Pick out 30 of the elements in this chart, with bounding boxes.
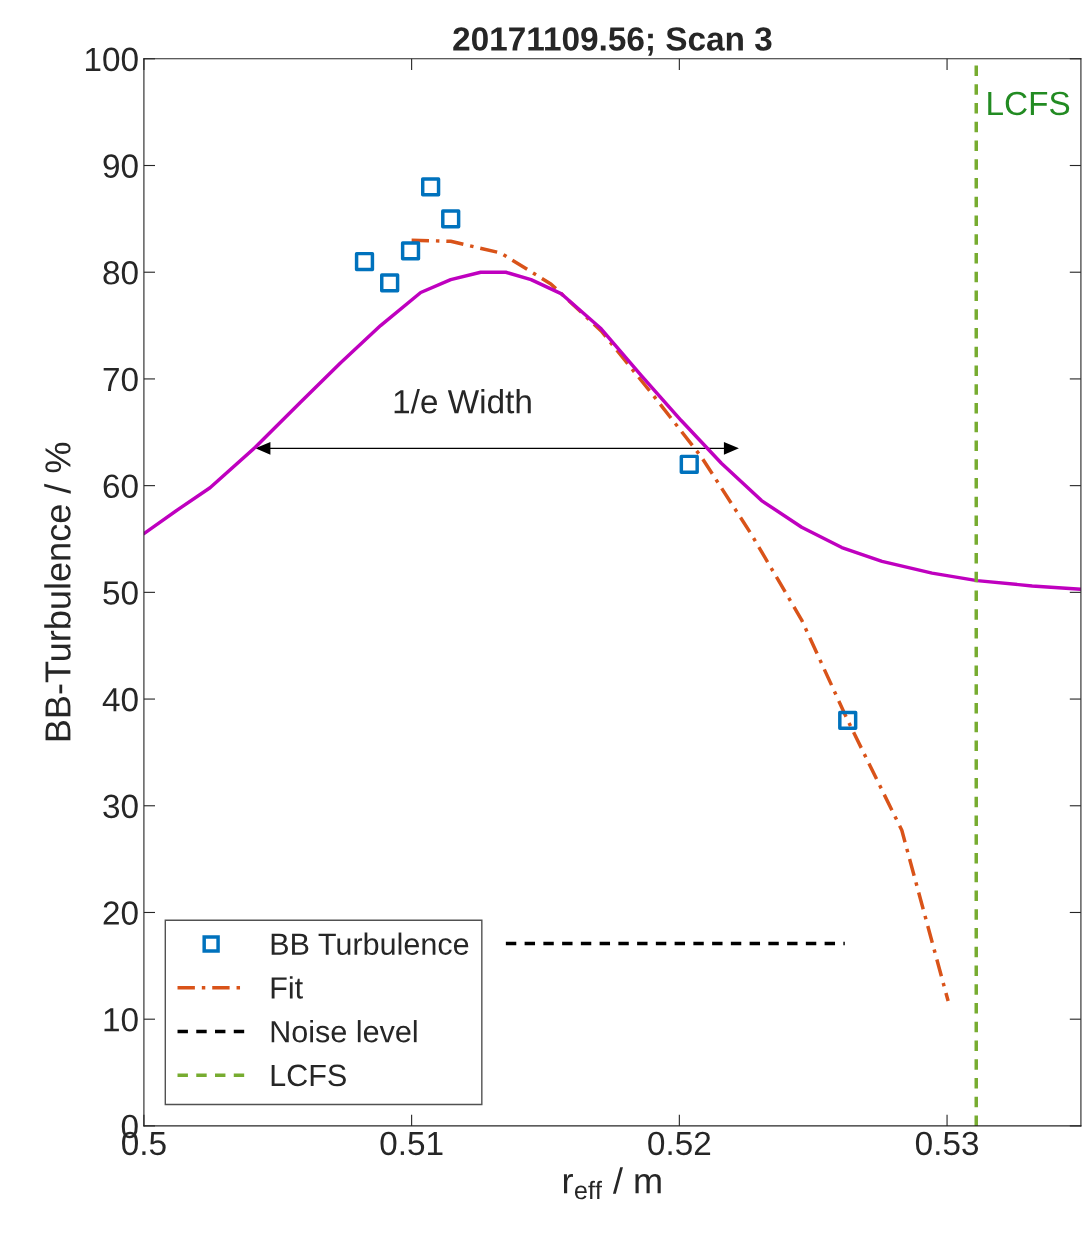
line-series bbox=[143, 270, 1081, 591]
legend-label: BB Turbulence bbox=[271, 932, 469, 955]
y-tick-label: 90 bbox=[103, 154, 138, 178]
y-tick-label: 60 bbox=[103, 474, 138, 499]
y-tick-label: 50 bbox=[103, 581, 138, 605]
y-tick-label: 10 bbox=[104, 1007, 138, 1032]
point bbox=[420, 177, 441, 197]
y-tick-label: 40 bbox=[102, 687, 138, 712]
legend-label: Noise level bbox=[271, 1020, 417, 1043]
y-tick-label: 20 bbox=[103, 901, 138, 925]
point bbox=[679, 454, 699, 474]
x-tick-label: 0.53 bbox=[915, 1131, 979, 1156]
x-axis-title: r$_{eff}$ / m bbox=[563, 1167, 661, 1200]
ref-line-label: LCFS bbox=[988, 91, 1070, 116]
point bbox=[838, 710, 858, 731]
y-axis-title: BB-Turbulence / % bbox=[44, 442, 71, 741]
point bbox=[441, 209, 461, 229]
legend-label: Fit bbox=[271, 976, 303, 999]
y-tick-label: 100 bbox=[85, 47, 138, 72]
y-tick-label: 70 bbox=[103, 367, 138, 392]
x-tick-label: 0.51 bbox=[380, 1131, 443, 1156]
y-tick-label: 30 bbox=[103, 794, 138, 819]
text: LCFS bbox=[271, 1064, 346, 1087]
annotation: 1/e Width bbox=[394, 389, 531, 414]
point bbox=[400, 241, 421, 261]
x-tick-label: 0.52 bbox=[648, 1131, 711, 1156]
chart-title: 20171109.56; Scan 3 bbox=[453, 27, 772, 56]
y-tick-label: 80 bbox=[103, 261, 138, 285]
point bbox=[354, 251, 375, 272]
point bbox=[380, 273, 400, 293]
